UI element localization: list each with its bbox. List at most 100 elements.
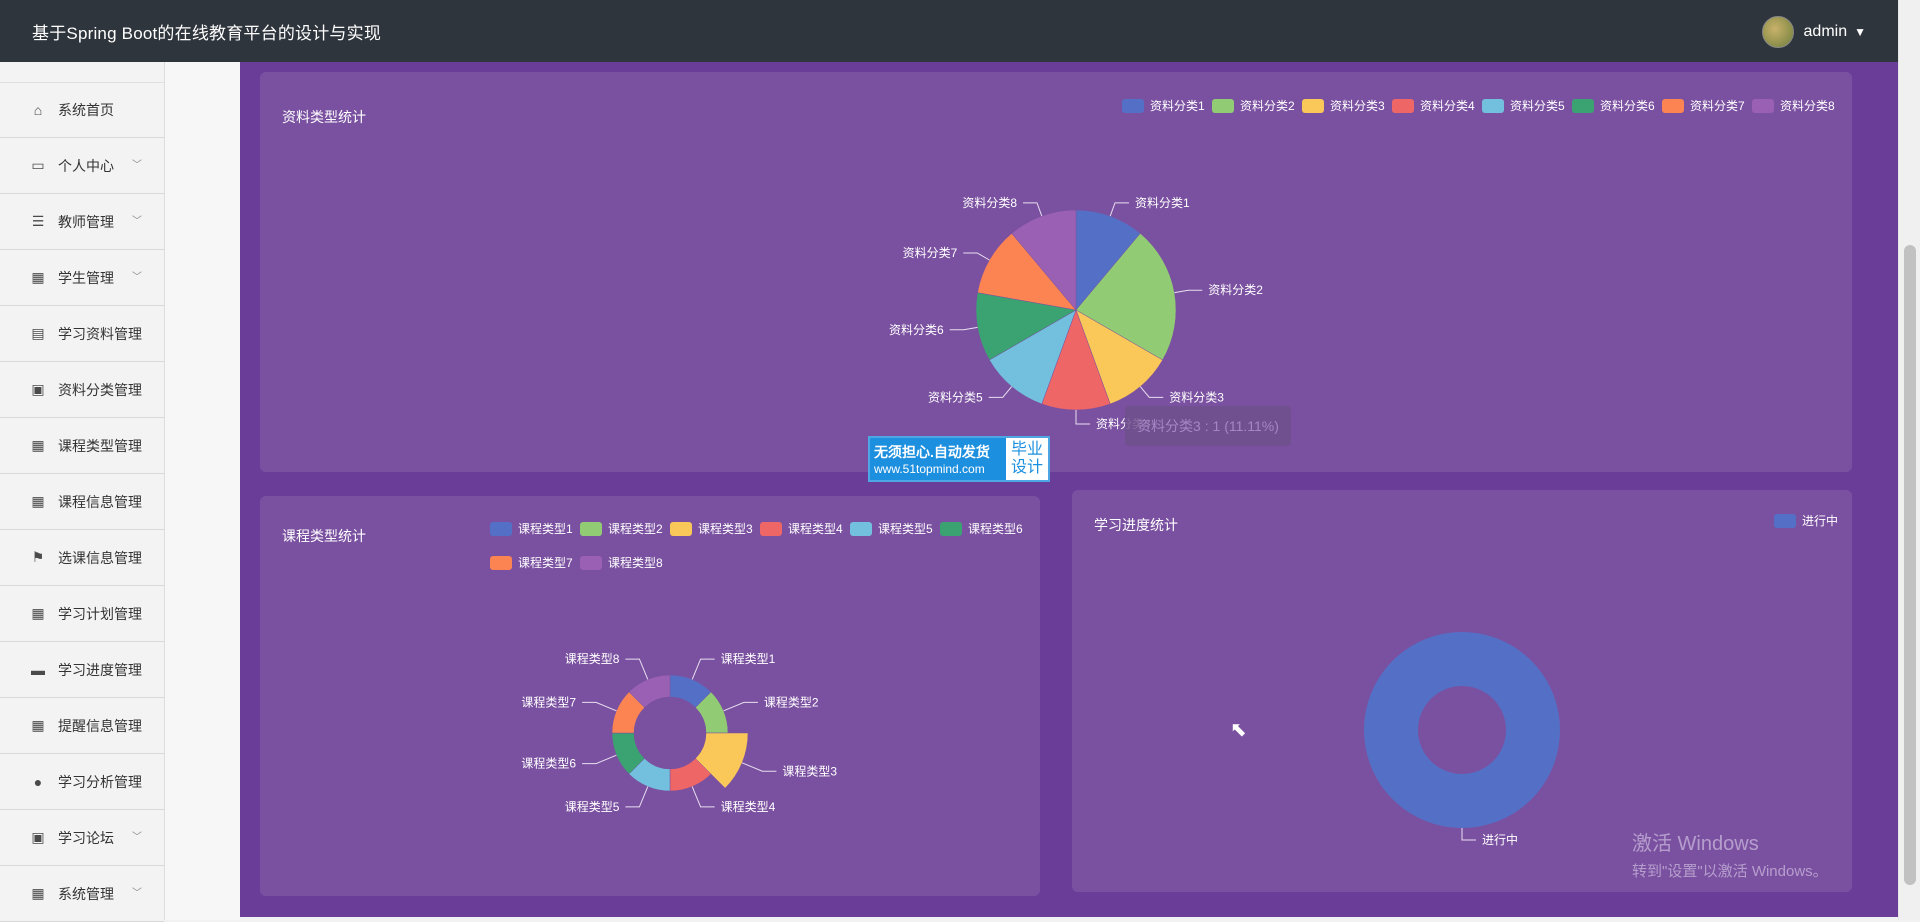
sidebar-item[interactable]: ⌂ 系统首页 xyxy=(0,82,164,138)
sidebar-item[interactable]: ▣ 资料分类管理 xyxy=(0,362,164,418)
chevron-down-icon[interactable]: ﹀ xyxy=(132,832,142,843)
legend-item[interactable]: 课程类型1 xyxy=(490,520,573,537)
windows-line2: 转到"设置"以激活 Windows。 xyxy=(1632,863,1828,880)
sidebar-item[interactable]: ▦ 提醒信息管理 xyxy=(0,698,164,754)
legend-swatch xyxy=(940,521,962,536)
sidebar-item-label: 资料分类管理 xyxy=(58,381,142,398)
legend-item[interactable]: 课程类型6 xyxy=(940,520,1023,537)
chevron-down-icon[interactable]: ﹀ xyxy=(132,272,142,283)
legend-item[interactable]: 资料分类1 xyxy=(1122,97,1205,114)
course-type-rose-chart[interactable]: 课程类型1 课程类型2 课程类型3 课程类型4 课程类型5 课程类型6 课程类型7 课程类型8 xyxy=(260,496,1040,896)
watermark-badge: 无须担心.自动发货 www.51topmind.com 毕业 设计 xyxy=(868,436,1050,482)
sidebar-item[interactable]: ☰ 教师管理 ﹀ xyxy=(0,194,164,250)
slice-label: 课程类型8 xyxy=(565,651,620,666)
legend-swatch xyxy=(1392,98,1414,113)
slice-label: 课程类型6 xyxy=(521,756,576,771)
scrollbar-thumb[interactable] xyxy=(1904,245,1916,885)
legend-item[interactable]: 课程类型3 xyxy=(670,520,753,537)
legend-label: 资料分类4 xyxy=(1420,99,1475,113)
home-icon: ⌂ xyxy=(33,102,43,118)
chevron-down-icon[interactable]: ﹀ xyxy=(132,888,142,899)
sidebar-item[interactable]: ▣ 学习论坛 ﹀ xyxy=(0,810,164,866)
legend-item[interactable]: 资料分类8 xyxy=(1752,97,1835,114)
legend-item[interactable]: 资料分类4 xyxy=(1392,97,1475,114)
legend-item[interactable]: 资料分类2 xyxy=(1212,97,1295,114)
pie-slice[interactable] xyxy=(1011,209,1077,311)
progress-donut-chart[interactable]: 进行中 xyxy=(1072,490,1852,892)
clipboard-icon: ▣ xyxy=(31,829,45,845)
sidebar: ⌂ 系统首页 ▭ 个人中心 ﹀ ☰ 教师管理 ﹀ ▦ 学生管理 ﹀ ▤ 学习资料管理 ▣ 资料分类管理 ▦ 课程… xyxy=(0,62,165,922)
mouse-cursor-icon: ⬉ xyxy=(1230,719,1247,741)
legend-item[interactable]: 课程类型5 xyxy=(850,520,933,537)
top-header: 基于Spring Boot的在线教育平台的设计与实现 admin ▼ xyxy=(0,0,1898,62)
legend-label: 资料分类8 xyxy=(1780,99,1835,113)
chevron-down-icon[interactable]: ﹀ xyxy=(132,216,142,227)
sidebar-item[interactable]: ▦ 学习计划管理 xyxy=(0,586,164,642)
chart-icon: ▤ xyxy=(31,325,45,341)
legend-label: 课程类型7 xyxy=(518,556,573,570)
slice-label: 资料分类7 xyxy=(903,246,958,260)
legend-swatch xyxy=(1482,98,1504,113)
grid-icon: ▦ xyxy=(31,269,45,285)
pie-slice[interactable] xyxy=(977,233,1077,311)
app-title: 基于Spring Boot的在线教育平台的设计与实现 xyxy=(32,23,382,43)
sidebar-item-label: 学生管理 xyxy=(58,269,114,286)
slice-label: 进行中 xyxy=(1482,832,1518,847)
rose-slice[interactable] xyxy=(695,732,749,789)
chevron-down-icon[interactable]: ﹀ xyxy=(132,160,142,171)
legend-swatch xyxy=(490,555,512,570)
sidebar-item[interactable]: ▦ 学生管理 ﹀ xyxy=(0,250,164,306)
slice-label: 课程类型7 xyxy=(521,694,576,709)
grid-icon: ▦ xyxy=(31,717,45,733)
legend-item[interactable]: 资料分类7 xyxy=(1662,97,1745,114)
pie-slice[interactable] xyxy=(1041,309,1111,411)
donut-slice[interactable] xyxy=(1364,632,1560,828)
sidebar-item[interactable]: ● 学习分析管理 xyxy=(0,754,164,810)
legend-item[interactable]: 课程类型7 xyxy=(490,554,573,571)
pie-slice[interactable] xyxy=(1075,209,1141,311)
avatar[interactable] xyxy=(1761,16,1794,48)
legend-item[interactable]: 资料分类3 xyxy=(1302,97,1385,114)
material-type-pie-chart[interactable]: 资料分类1 资料分类2 资料分类3 资料分类4 资料分类5 资料分类6 资料分类7 资料分类8 xyxy=(260,72,1852,472)
sidebar-item-label: 学习论坛 xyxy=(58,829,114,846)
legend-item[interactable]: 课程类型8 xyxy=(580,554,663,571)
legend-label: 资料分类2 xyxy=(1240,99,1295,113)
legend-label: 课程类型2 xyxy=(608,522,663,536)
sidebar-item[interactable]: ▦ 系统管理 ﹀ xyxy=(0,866,164,922)
material-type-panel: 资料类型统计 资料分类1 资料分类2 资料分类3 资料分类4 资料分类5 资料分类6 资料分… xyxy=(260,72,1852,472)
legend-label: 课程类型3 xyxy=(698,522,753,536)
chart-tooltip: 资料分类3 : 1 (11.11%) xyxy=(1125,406,1291,446)
legend-item[interactable]: 课程类型2 xyxy=(580,520,663,537)
sliders-icon: ☰ xyxy=(31,213,45,229)
legend-item[interactable]: 资料分类5 xyxy=(1482,97,1565,114)
legend-item[interactable]: 资料分类6 xyxy=(1572,97,1655,114)
legend-label: 资料分类3 xyxy=(1330,99,1385,113)
legend-label: 资料分类7 xyxy=(1690,99,1745,113)
slice-label: 课程类型5 xyxy=(565,799,620,814)
slice-label: 课程类型1 xyxy=(721,651,776,666)
caret-down-icon[interactable]: ▼ xyxy=(1854,25,1866,39)
windows-activation-watermark: 激活 Windows 转到"设置"以激活 Windows。 xyxy=(1632,827,1828,881)
dashboard-main: 资料类型统计 资料分类1 资料分类2 资料分类3 资料分类4 资料分类5 资料分类6 资料分… xyxy=(240,62,1898,917)
legend-swatch xyxy=(1752,98,1774,113)
pie-slice[interactable] xyxy=(1075,309,1163,405)
user-menu[interactable]: admin ▼ xyxy=(1761,16,1866,48)
sidebar-item[interactable]: ▭ 个人中心 ﹀ xyxy=(0,138,164,194)
pie-slice[interactable] xyxy=(975,292,1077,361)
legend-swatch xyxy=(760,521,782,536)
panel-title: 课程类型统计 xyxy=(282,528,366,544)
legend-item[interactable]: 进行中 xyxy=(1774,512,1838,529)
legend-swatch xyxy=(1302,98,1324,113)
rose-slice[interactable] xyxy=(628,674,671,708)
legend-swatch xyxy=(1572,98,1594,113)
pie-slice[interactable] xyxy=(989,309,1077,405)
sidebar-item[interactable]: ▬ 学习进度管理 xyxy=(0,642,164,698)
sidebar-item[interactable]: ▤ 学习资料管理 xyxy=(0,306,164,362)
sidebar-item[interactable]: ▦ 课程类型管理 xyxy=(0,418,164,474)
sidebar-item[interactable]: ⚑ 选课信息管理 xyxy=(0,530,164,586)
username[interactable]: admin xyxy=(1803,23,1848,40)
pie-slice[interactable] xyxy=(1075,233,1177,361)
sidebar-item[interactable]: ▦ 课程信息管理 xyxy=(0,474,164,530)
page-scrollbar[interactable] xyxy=(1898,0,1920,920)
legend-item[interactable]: 课程类型4 xyxy=(760,520,843,537)
